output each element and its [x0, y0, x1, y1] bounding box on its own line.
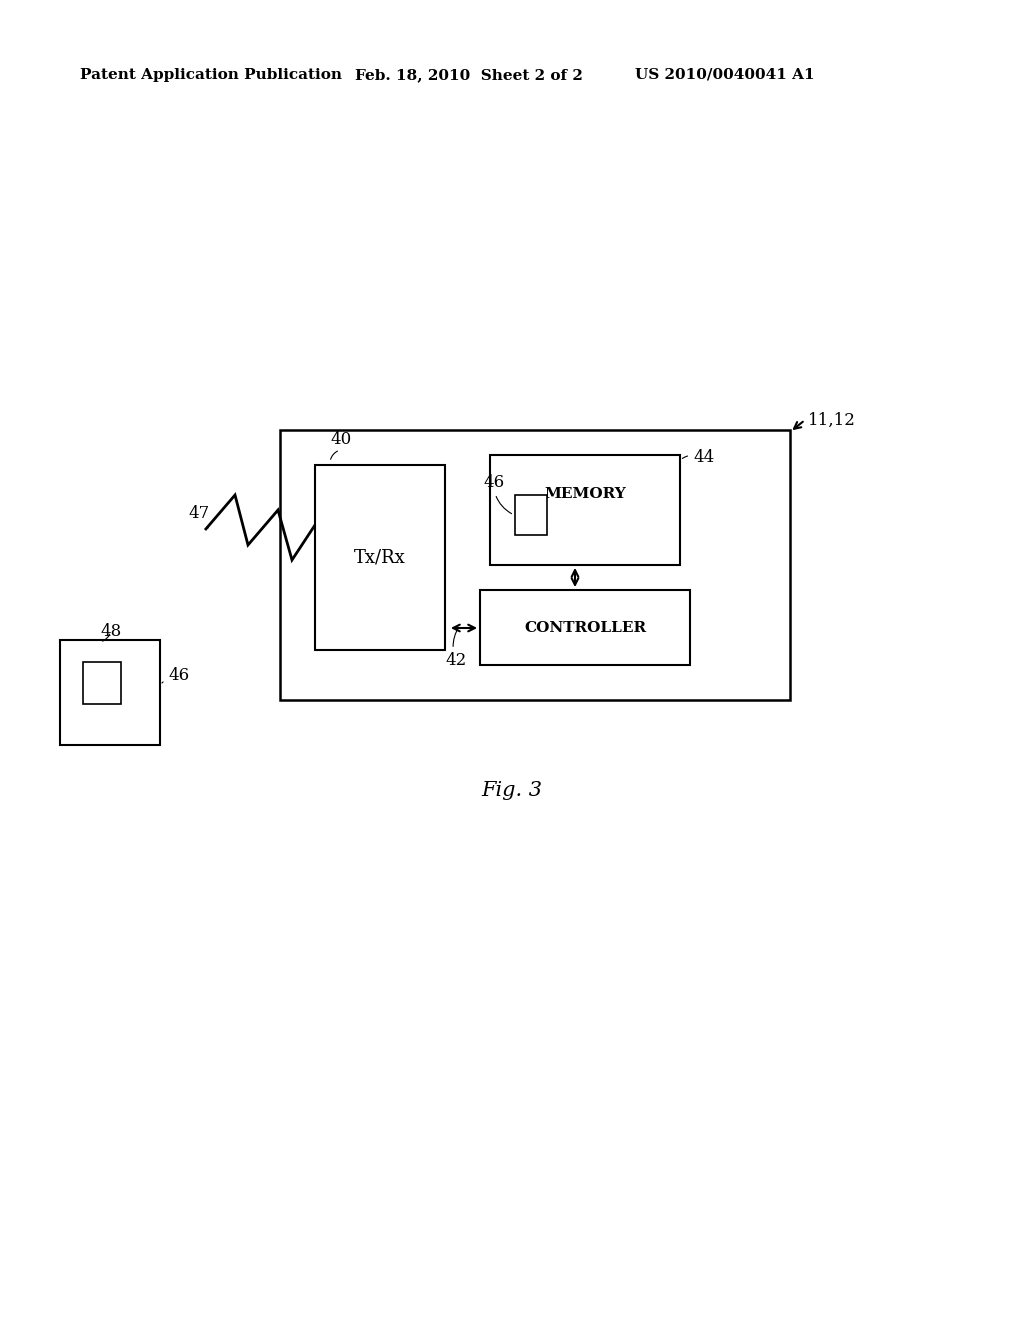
Text: 46: 46 — [483, 474, 512, 513]
Text: Tx/Rx: Tx/Rx — [354, 549, 406, 566]
Text: 47: 47 — [188, 506, 209, 528]
Text: 42: 42 — [445, 627, 466, 669]
Text: CONTROLLER: CONTROLLER — [524, 620, 646, 635]
Text: 46: 46 — [162, 667, 189, 684]
Bar — [60, 640, 160, 744]
Text: 11,12: 11,12 — [808, 412, 856, 429]
Bar — [315, 465, 445, 649]
Bar — [515, 495, 547, 535]
Text: 48: 48 — [100, 623, 121, 642]
Text: Patent Application Publication: Patent Application Publication — [80, 69, 342, 82]
Text: 44: 44 — [682, 449, 715, 466]
Bar — [490, 455, 680, 565]
Text: Fig. 3: Fig. 3 — [481, 780, 543, 800]
Text: Feb. 18, 2010  Sheet 2 of 2: Feb. 18, 2010 Sheet 2 of 2 — [355, 69, 583, 82]
Bar — [83, 663, 121, 704]
Bar — [280, 430, 790, 700]
Text: 40: 40 — [330, 432, 351, 447]
Text: US 2010/0040041 A1: US 2010/0040041 A1 — [635, 69, 815, 82]
Text: MEMORY: MEMORY — [544, 487, 626, 500]
Bar — [480, 590, 690, 665]
